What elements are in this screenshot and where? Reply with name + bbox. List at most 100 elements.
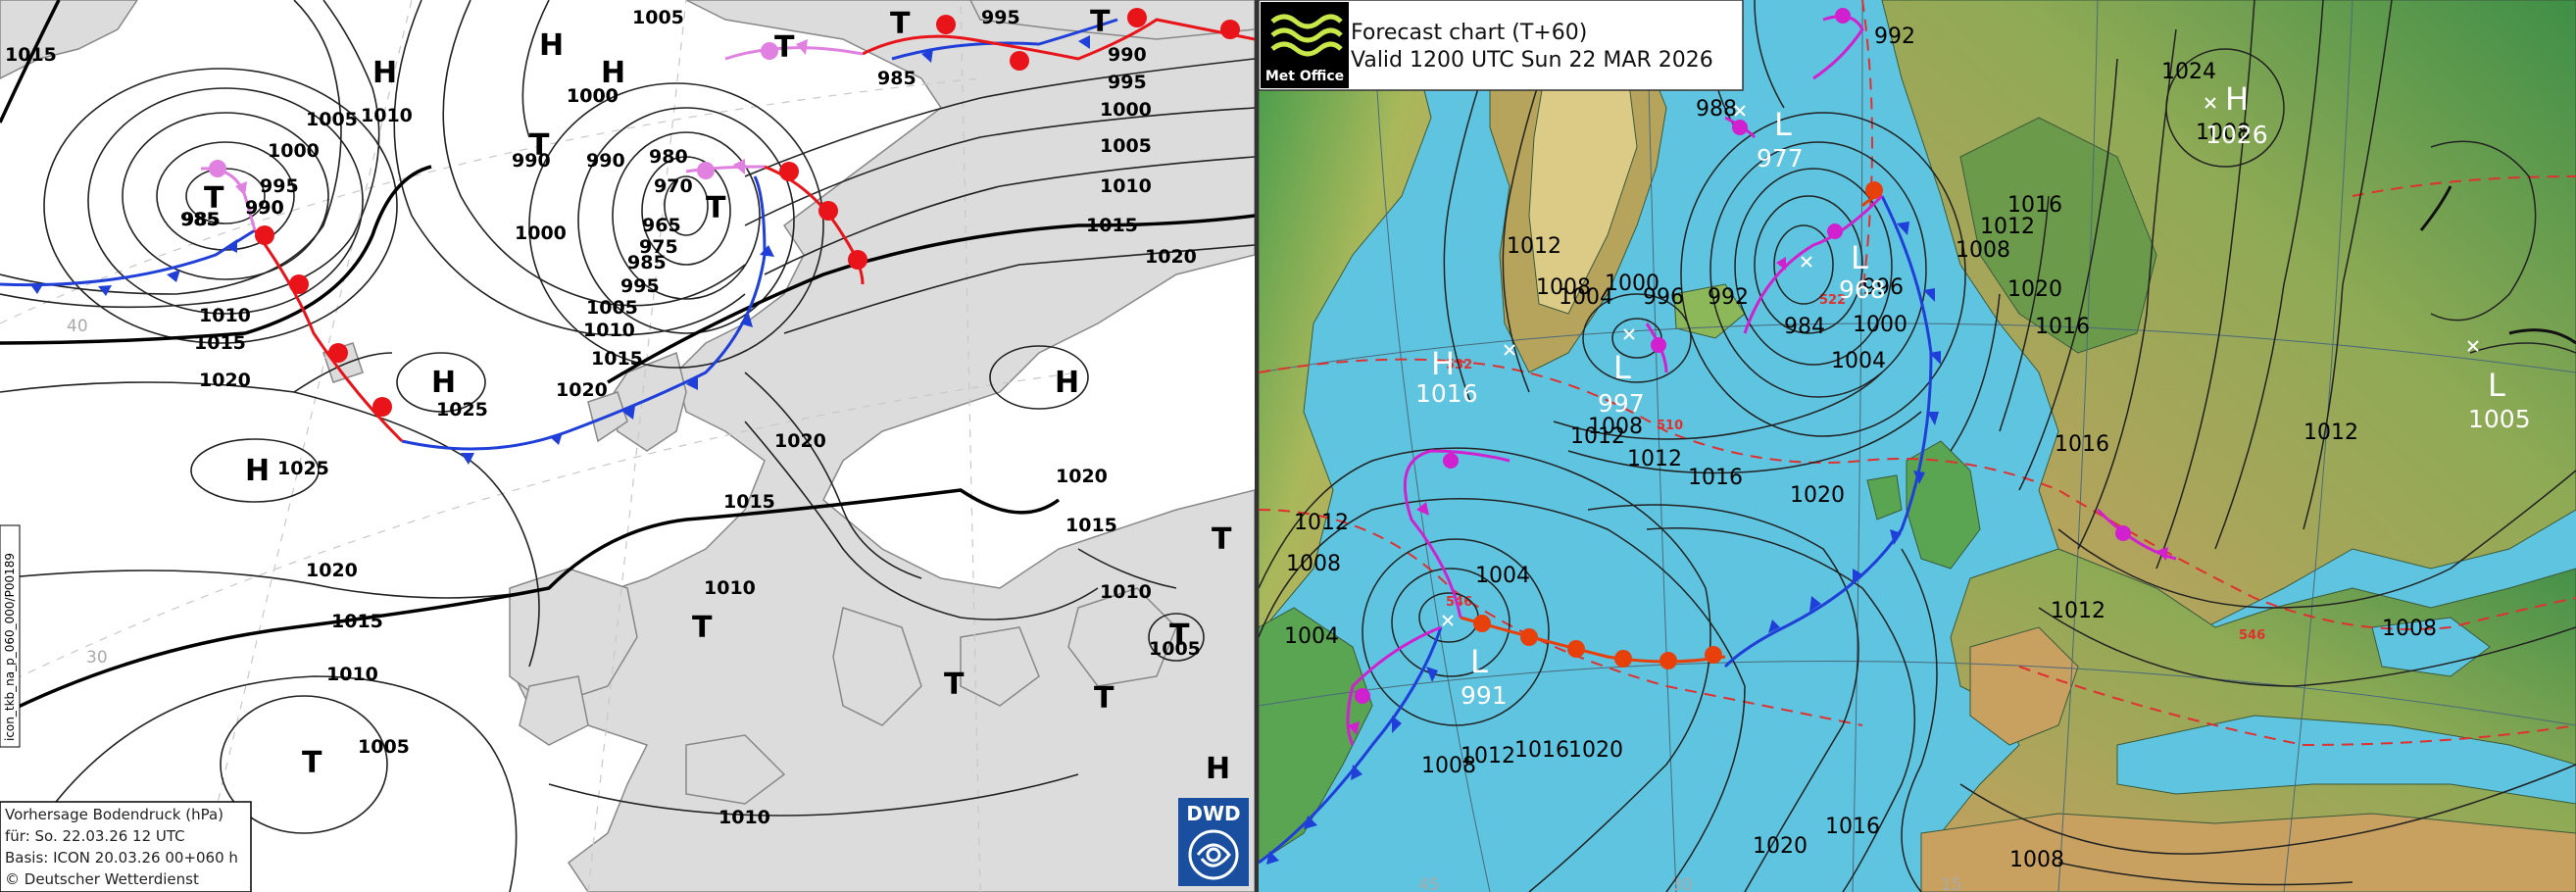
mo-center-3-sym: H (1431, 345, 1455, 382)
mo-iso-label-6: 996 (1643, 285, 1684, 310)
mo-thickness-lines (1259, 0, 2576, 747)
mo-iso-label-0: 992 (1874, 25, 1915, 49)
dwd-center-values: 985 990 1000 990 1025 1025 (181, 85, 619, 479)
dwd-center-18: T (1090, 5, 1111, 39)
dwd-iso-label-44: 1010 (718, 807, 770, 828)
mo-thick-label-2: 522 (1819, 293, 1846, 308)
dwd-side-code-box (0, 524, 21, 748)
dwd-center-value-1: 990 (245, 197, 284, 219)
mo-center-5-val: 1005 (2468, 405, 2531, 433)
dwd-center-12: T (1212, 522, 1232, 557)
mo-thick-label-1: 510 (1657, 419, 1683, 433)
mo-iso-label-4: 1004 (1559, 285, 1613, 310)
mo-iso-label-33: 1012 (2051, 599, 2105, 623)
dwd-iso-label-8: 1015 (194, 332, 246, 354)
dwd-iso-label-11: 1000 (567, 85, 619, 107)
dwd-legend-line2: für: So. 22.03.26 12 UTC (5, 827, 185, 845)
mo-title-line2: Valid 1200 UTC Sun 22 MAR 2026 (1351, 48, 1713, 73)
mo-iso-label-34: 1008 (2009, 848, 2064, 872)
dwd-iso-label-10: 1010 (361, 105, 413, 126)
dwd-iso-label-17: 985 (627, 252, 667, 273)
dwd-iso-label-16: 975 (639, 236, 678, 258)
mo-thick-label-3: 546 (1446, 595, 1472, 610)
dwd-iso-label-14: 970 (654, 175, 693, 197)
mo-iso-label-25: 1008 (1286, 552, 1341, 576)
mo-iso-label-9: 1004 (1831, 349, 1886, 373)
mo-iso-label-19: 1016 (2035, 315, 2090, 339)
dwd-iso-label-25: 985 (877, 68, 916, 89)
mo-iso-label-24: 1020 (1790, 483, 1845, 508)
mo-iso-label-2: 1008 (1536, 275, 1591, 300)
mo-cold-front-barbs (1266, 222, 1941, 865)
mo-logo-text: Met Office (1265, 69, 1344, 84)
dwd-iso-label-7: 1010 (199, 305, 251, 326)
dwd-center-11: T (1169, 619, 1190, 653)
mo-grid-label-0: 45 (1418, 875, 1440, 892)
dwd-side-code: icon_tkb_na_p_060_000/P00189 (3, 553, 17, 741)
dwd-center-value-3: 990 (512, 150, 551, 172)
dwd-center-15: H (539, 28, 564, 63)
panel-divider (1255, 0, 1259, 892)
mo-center-0-val: 977 (1757, 144, 1804, 173)
dwd-iso-label-26: 990 (1108, 44, 1147, 66)
dwd-iso-label-36: 1015 (1065, 515, 1117, 536)
dwd-iso-label-4: 995 (260, 175, 299, 197)
dwd-iso-label-15: 965 (642, 215, 681, 236)
metoffice-panel: 45 30 15 532 510 522 546 546 (1259, 0, 2576, 892)
mo-iso-label-26: 1004 (1284, 624, 1339, 649)
dwd-iso-label-9: 1020 (199, 370, 251, 391)
mo-iso-label-12: 1008 (1956, 238, 2010, 263)
dwd-panel: 40 30 (0, 0, 1255, 892)
dwd-isobar-labels: 1015 1005 1005 1000 995 990 985 1010 101… (5, 7, 1201, 828)
dwd-iso-label-35: 1020 (1056, 466, 1108, 487)
mo-center-crosses (1442, 97, 2479, 626)
mo-grid-label-1: 30 (1671, 875, 1693, 892)
dwd-iso-label-34: 1015 (723, 491, 775, 513)
mo-isobar-bold (2419, 185, 2576, 345)
dwd-legend-line4: © Deutscher Wetterdienst (5, 870, 199, 888)
dwd-iso-label-19: 1000 (515, 223, 567, 244)
dwd-grid-label-1: 30 (86, 648, 108, 668)
dwd-iso-label-41: 1005 (358, 736, 410, 758)
mo-title-line1: Forecast chart (T+60) (1351, 21, 1587, 45)
dwd-isobars-bold (0, 0, 1255, 718)
mo-iso-label-38: 1008 (2382, 617, 2437, 641)
dwd-iso-label-1: 1005 (632, 7, 684, 28)
dwd-center-value-0: 985 (181, 209, 221, 230)
mo-iso-label-3: 1012 (1507, 234, 1561, 259)
dwd-iso-label-32: 1020 (1145, 246, 1197, 268)
mo-center-4-val: 997 (1598, 389, 1645, 418)
dwd-center-3: T (529, 128, 550, 163)
dwd-iso-label-28: 1000 (1100, 99, 1152, 121)
dwd-center-10: T (1094, 681, 1115, 716)
dwd-center-9: T (944, 668, 965, 702)
mo-center-0-sym: L (1774, 106, 1792, 143)
mo-cold-front (1259, 195, 1933, 865)
dwd-logo-swirl-icon (1188, 829, 1239, 880)
mo-iso-label-31: 1020 (1568, 738, 1623, 763)
dwd-iso-label-27: 995 (1108, 72, 1147, 93)
dwd-center-4: T (706, 191, 726, 225)
dwd-center-5: H (431, 366, 456, 400)
dwd-center-7: H (245, 454, 270, 488)
mo-iso-label-11: 996 (1862, 275, 1904, 300)
mo-center-6-val: 991 (1461, 681, 1508, 710)
dwd-iso-label-43: 1005 (1149, 638, 1201, 660)
mo-iso-label-15: 1008 (2196, 121, 2251, 145)
mo-center-3-val: 1016 (1415, 379, 1478, 408)
dwd-center-8: T (692, 611, 713, 645)
dwd-iso-label-33: 1020 (774, 430, 826, 452)
dwd-occlusion-symbols (209, 39, 808, 196)
mo-iso-label-29: 1012 (1461, 744, 1515, 768)
mo-center-2-sym: H (2225, 80, 2249, 118)
mo-center-1-sym: L (1851, 239, 1868, 276)
mo-iso-label-35: 1020 (1753, 834, 1808, 859)
dwd-center-14: H (1206, 752, 1230, 786)
mo-isobars (1259, 0, 2576, 892)
dwd-legend: Vorhersage Bodendruck (hPa) für: So. 22.… (0, 801, 252, 892)
dwd-iso-label-30: 1010 (1100, 175, 1152, 197)
mo-iso-label-32: 1016 (1825, 815, 1880, 839)
dwd-iso-label-3: 1000 (268, 140, 320, 162)
dwd-iso-label-12: 990 (586, 150, 625, 172)
